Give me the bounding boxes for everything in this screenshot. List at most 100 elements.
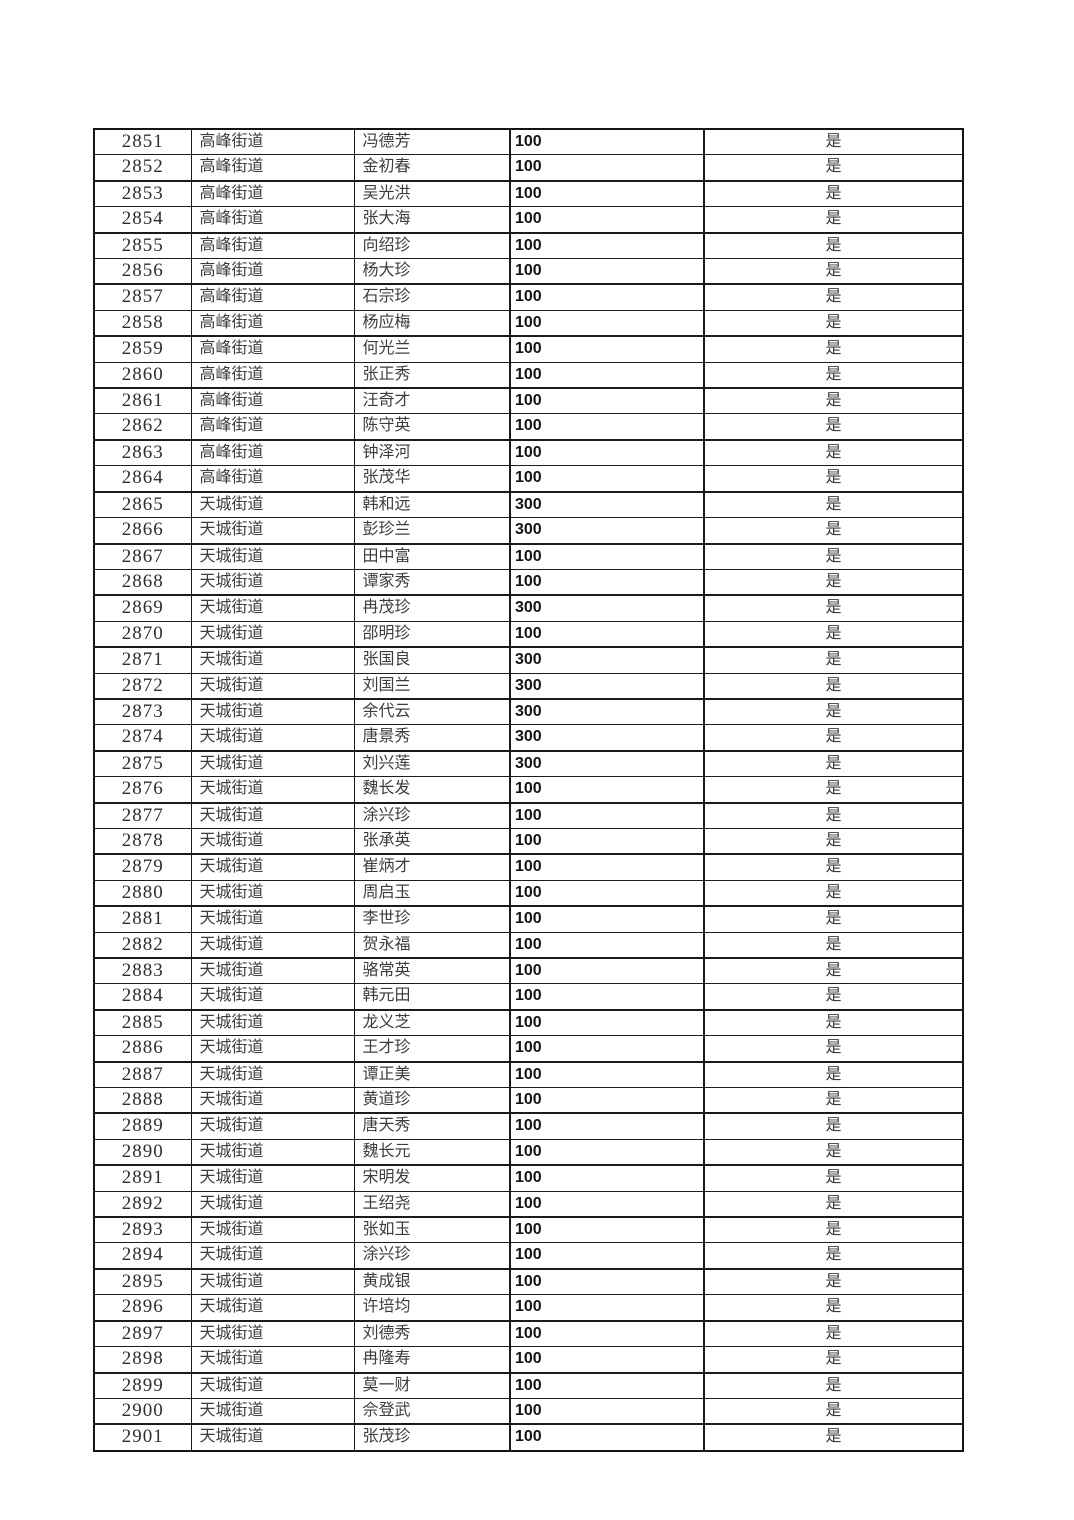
cell-street: 天城街道 — [190, 1087, 355, 1115]
cell-serial: 2857 — [93, 283, 192, 311]
table-row: 2884 天城街道 韩元田 100 是 — [93, 983, 964, 1011]
cell-confirm: 是 — [703, 413, 964, 441]
cell-confirm: 是 — [703, 698, 964, 726]
cell-name: 魏长元 — [353, 1138, 511, 1167]
cell-amount: 100 — [509, 1397, 705, 1426]
cell-confirm: 是 — [703, 1372, 964, 1399]
table-row: 2866 天城街道 彭珍兰 300 是 — [93, 517, 964, 545]
table-row: 2878 天城街道 张承英 100 是 — [93, 827, 964, 856]
cell-confirm: 是 — [703, 1294, 964, 1322]
cell-confirm: 是 — [703, 568, 964, 597]
cell-amount: 100 — [509, 1061, 705, 1089]
cell-name: 彭珍兰 — [353, 517, 511, 545]
cell-serial: 2873 — [93, 698, 192, 726]
cell-amount: 100 — [509, 335, 705, 363]
cell-name: 骆常英 — [353, 957, 511, 985]
cell-confirm: 是 — [703, 387, 964, 415]
cell-amount: 100 — [509, 1190, 705, 1219]
cell-confirm: 是 — [703, 931, 964, 959]
cell-name: 崔炳才 — [353, 853, 511, 881]
cell-street: 高峰街道 — [190, 465, 355, 493]
cell-name: 韩元田 — [353, 983, 511, 1011]
cell-serial: 2879 — [93, 853, 192, 881]
cell-street: 天城街道 — [190, 750, 355, 778]
cell-street: 高峰街道 — [190, 439, 355, 467]
cell-name: 涂兴珍 — [353, 1242, 511, 1270]
cell-amount: 100 — [509, 258, 705, 286]
cell-confirm: 是 — [703, 879, 964, 908]
cell-amount: 100 — [509, 439, 705, 467]
cell-confirm: 是 — [703, 646, 964, 674]
cell-serial: 2894 — [93, 1242, 192, 1270]
cell-serial: 2874 — [93, 724, 192, 752]
cell-name: 莫一财 — [353, 1372, 511, 1399]
cell-confirm: 是 — [703, 517, 964, 545]
table-row: 2856 高峰街道 杨大珍 100 是 — [93, 258, 964, 286]
cell-amount: 100 — [509, 232, 705, 260]
cell-amount: 100 — [509, 128, 705, 156]
cell-name: 汪奇才 — [353, 387, 511, 415]
cell-street: 天城街道 — [190, 620, 355, 649]
cell-street: 天城街道 — [190, 1061, 355, 1089]
table-row: 2867 天城街道 田中富 100 是 — [93, 543, 964, 570]
cell-street: 天城街道 — [190, 1346, 355, 1374]
cell-street: 天城街道 — [190, 1320, 355, 1348]
cell-name: 金初春 — [353, 154, 511, 182]
cell-amount: 100 — [509, 1242, 705, 1270]
cell-amount: 100 — [509, 1112, 705, 1140]
cell-amount: 300 — [509, 491, 705, 519]
cell-confirm: 是 — [703, 1087, 964, 1115]
cell-serial: 2860 — [93, 361, 192, 390]
cell-street: 高峰街道 — [190, 309, 355, 338]
cell-amount: 100 — [509, 361, 705, 390]
table-row: 2861 高峰街道 汪奇才 100 是 — [93, 387, 964, 415]
table-body: 2851 高峰街道 冯德芳 100 是 2852 高峰街道 金初春 100 是 2853 高峰街道 吴光… — [93, 128, 964, 1452]
cell-street: 高峰街道 — [190, 361, 355, 390]
cell-street: 高峰街道 — [190, 128, 355, 156]
cell-confirm: 是 — [703, 1268, 964, 1296]
cell-name: 冉茂珍 — [353, 594, 511, 622]
table-row: 2892 天城街道 王绍尧 100 是 — [93, 1190, 964, 1219]
cell-street: 高峰街道 — [190, 413, 355, 441]
cell-serial: 2852 — [93, 154, 192, 182]
cell-serial: 2858 — [93, 309, 192, 338]
cell-serial: 2889 — [93, 1112, 192, 1140]
cell-name: 唐天秀 — [353, 1112, 511, 1140]
cell-name: 刘国兰 — [353, 672, 511, 700]
cell-name: 钟泽河 — [353, 439, 511, 467]
cell-serial: 2900 — [93, 1397, 192, 1426]
table-row: 2859 高峰街道 何光兰 100 是 — [93, 335, 964, 363]
cell-street: 高峰街道 — [190, 335, 355, 363]
cell-name: 田中富 — [353, 543, 511, 570]
cell-amount: 100 — [509, 387, 705, 415]
cell-confirm: 是 — [703, 1164, 964, 1192]
cell-name: 张承英 — [353, 827, 511, 856]
cell-amount: 300 — [509, 750, 705, 778]
cell-confirm: 是 — [703, 232, 964, 260]
cell-serial: 2866 — [93, 517, 192, 545]
cell-serial: 2898 — [93, 1346, 192, 1374]
cell-serial: 2854 — [93, 206, 192, 234]
cell-serial: 2871 — [93, 646, 192, 674]
cell-serial: 2868 — [93, 568, 192, 597]
table-row: 2865 天城街道 韩和远 300 是 — [93, 491, 964, 519]
table-row: 2883 天城街道 骆常英 100 是 — [93, 957, 964, 985]
cell-street: 天城街道 — [190, 724, 355, 752]
cell-street: 天城街道 — [190, 698, 355, 726]
cell-confirm: 是 — [703, 439, 964, 467]
cell-name: 涂兴珍 — [353, 802, 511, 829]
cell-amount: 100 — [509, 827, 705, 856]
cell-street: 天城街道 — [190, 827, 355, 856]
table-row: 2855 高峰街道 向绍珍 100 是 — [93, 232, 964, 260]
cell-street: 天城街道 — [190, 931, 355, 959]
cell-confirm: 是 — [703, 180, 964, 208]
table-row: 2886 天城街道 王才珍 100 是 — [93, 1035, 964, 1063]
cell-serial: 2897 — [93, 1320, 192, 1348]
cell-serial: 2861 — [93, 387, 192, 415]
cell-confirm: 是 — [703, 283, 964, 311]
cell-confirm: 是 — [703, 1242, 964, 1270]
table-row: 2889 天城街道 唐天秀 100 是 — [93, 1112, 964, 1140]
table-row: 2873 天城街道 余代云 300 是 — [93, 698, 964, 726]
cell-name: 向绍珍 — [353, 232, 511, 260]
